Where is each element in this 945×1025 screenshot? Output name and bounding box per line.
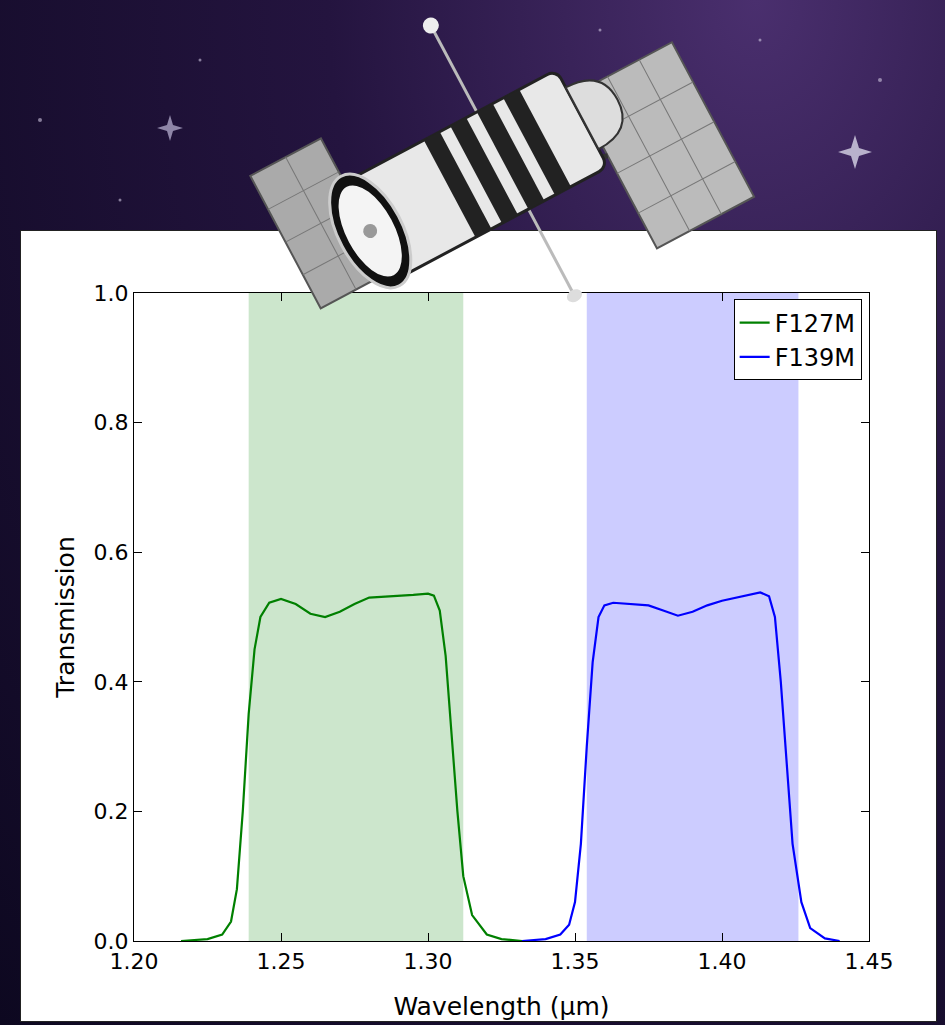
svg-text:1.30: 1.30	[404, 949, 453, 974]
svg-text:1.20: 1.20	[110, 949, 159, 974]
svg-text:0.2: 0.2	[93, 799, 128, 824]
svg-text:1.25: 1.25	[257, 949, 306, 974]
svg-text:1.35: 1.35	[551, 949, 600, 974]
svg-text:1.45: 1.45	[845, 949, 894, 974]
svg-text:Transmission: Transmission	[51, 536, 80, 699]
svg-text:1.0: 1.0	[93, 281, 128, 306]
svg-text:0.4: 0.4	[93, 670, 128, 695]
svg-text:1.40: 1.40	[698, 949, 747, 974]
svg-text:0.8: 0.8	[93, 410, 128, 435]
svg-text:F127M: F127M	[775, 310, 855, 338]
svg-text:0.6: 0.6	[93, 540, 128, 565]
svg-text:Wavelength (μm): Wavelength (μm)	[393, 992, 609, 1021]
svg-text:F139M: F139M	[775, 344, 855, 372]
svg-text:0.0: 0.0	[93, 929, 128, 954]
